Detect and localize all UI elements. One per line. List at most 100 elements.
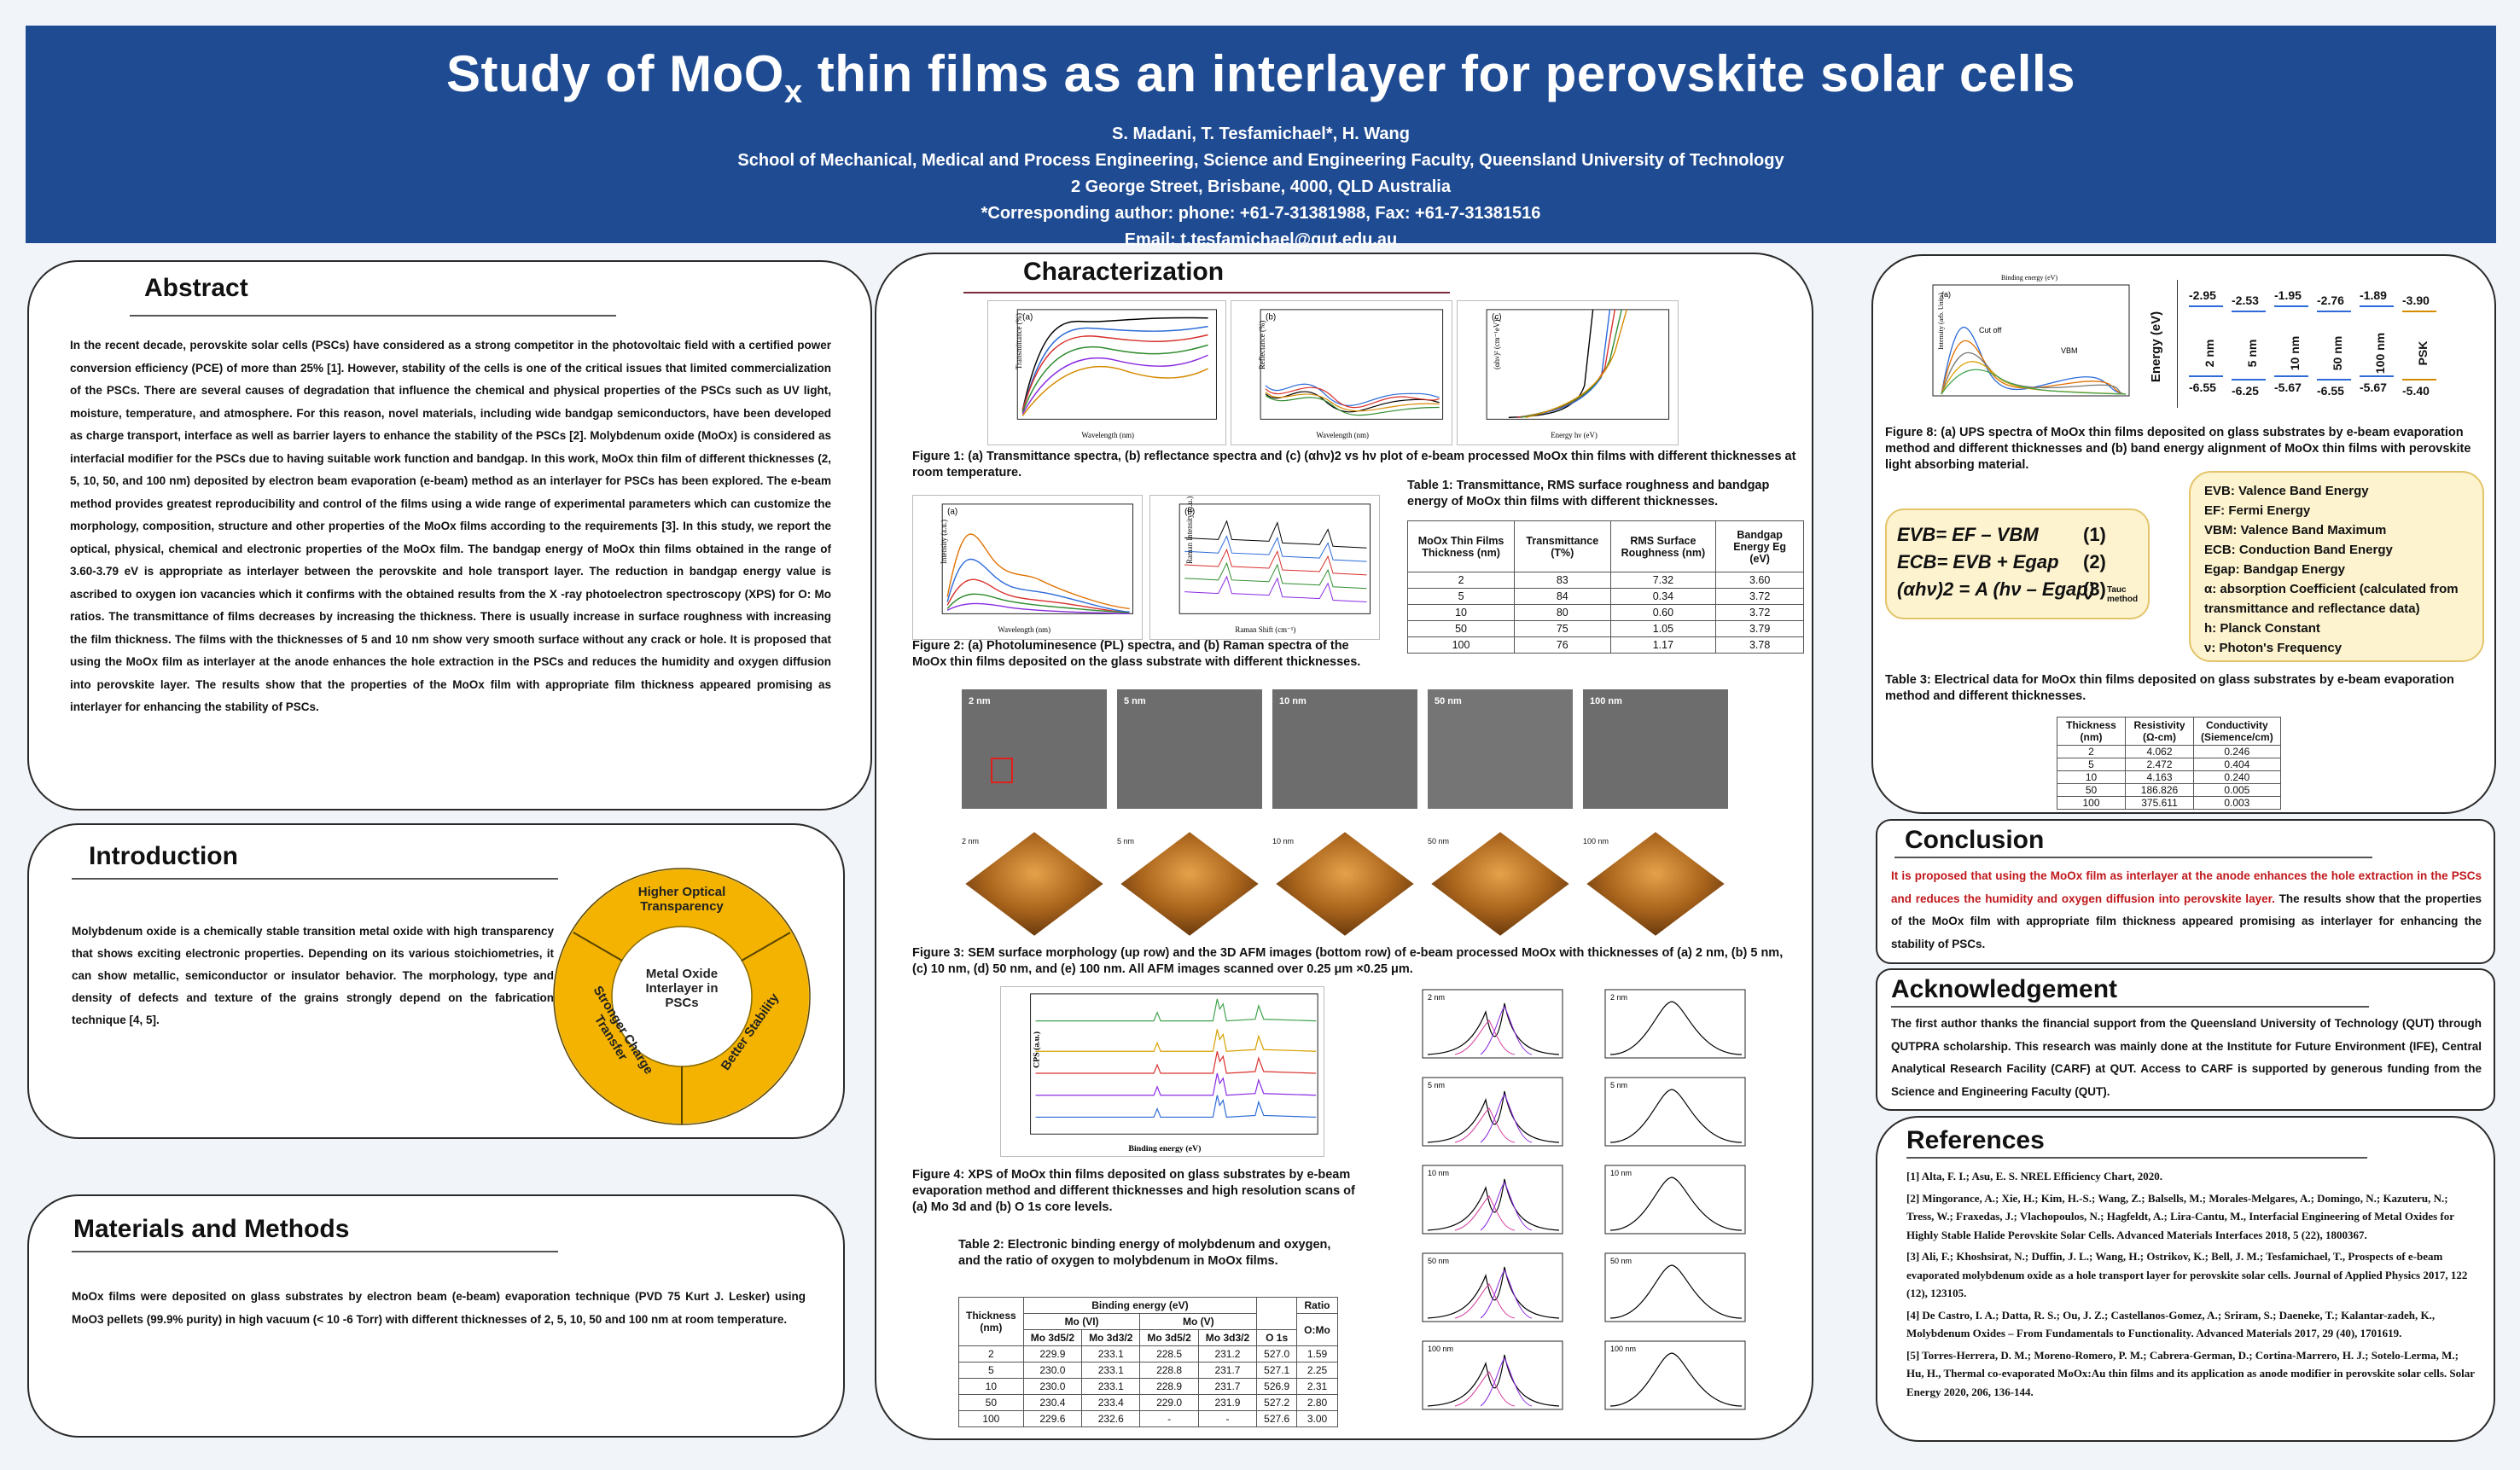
materials-panel: Materials and Methods MoOx films were de… [27,1194,845,1438]
table3-cell: 50 [2057,783,2126,797]
table3-row: 10 4.163 0.240 [2057,770,2281,784]
equation-2-number: (2) [2083,551,2106,572]
fig2a-ylabel: Intensity (a.u.) [940,520,948,564]
band-bottom-line [2274,375,2308,377]
band-bottom-value: -6.55 [2189,381,2216,394]
xps-o1s-label: 2 nm [1610,993,1627,1002]
donut-top-label: Higher Optical Transparency [637,885,726,914]
authors: S. Madani, T. Tesfamichael*, H. Wang [1112,125,1410,143]
table1-caption: Table 1: Transmittance, RMS surface roug… [1407,479,1770,508]
donut-center-label: Metal Oxide Interlayer in PSCs [645,967,719,1010]
xps-mo3d-chart: 10 nm [1404,1162,1566,1246]
contact: *Corresponding author: phone: +61-7-3138… [981,204,1541,223]
table3-cell: 5 [2057,758,2126,771]
xps-o1s-chart: 50 nm [1586,1250,1749,1333]
table2-row: 2 229.9 233.1 228.5 231.2 527.0 1.59 [958,1345,1338,1363]
table2-cell: 50 [958,1394,1024,1411]
svg-text:(a): (a) [1941,290,1951,299]
fig8-caption: Figure 8: (a) UPS spectra of MoOx thin f… [1885,426,2471,472]
sem-image: 100 nm [1583,689,1728,809]
sem-label: 5 nm [1124,696,1146,706]
band-bottom-line [2360,375,2394,377]
definition-item: VBM: Valence Band Maximum [2204,523,2387,537]
afm-label: 5 nm [1117,837,1135,845]
table2-cell: 233.1 [1081,1378,1141,1395]
table1-body: 2 83 7.32 3.60 5 84 0.34 3.72 10 80 0.60 3.72 50 75 1.… [1406,572,1804,654]
table1-cell: 3.60 [1715,572,1804,589]
xps-mo3d-chart: 5 nm [1404,1074,1566,1158]
svg-text:(b): (b) [1184,508,1195,517]
fig1b-ylabel: Reflectance (%) [1258,321,1266,369]
band-bottom-value: -5.67 [2274,381,2302,394]
reference-item: [4] De Castro, I. A.; Datta, R. S.; Ou, … [1906,1308,2436,1340]
xps-mo3d-chart: 2 nm [1404,986,1566,1070]
band-column: -2.95 2 nm -6.55 [2189,271,2228,425]
table2-cell: 230.4 [1022,1394,1083,1411]
table2-body: 2 229.9 233.1 228.5 231.2 527.0 1.59 5 230.0 233.… [958,1345,1338,1427]
fig1b-xlabel: Wavelength (nm) [1316,431,1369,439]
fig2b-chart: Raman Intensity (a.u.) Raman Shift (cm⁻¹… [1149,495,1380,640]
fig1c-ylabel: (αhν)² (cm⁻¹eV)² [1493,317,1501,369]
definition-item: EF: Fermi Energy [2204,503,2311,518]
fig1c-chart: (αhν)² (cm⁻¹eV)² Energy hν (eV) (c) [1457,300,1679,445]
band-top-value: -1.95 [2274,288,2302,302]
xps-mo3d-chart: 100 nm [1404,1338,1566,1421]
conclusion-underline [1894,857,2372,858]
table1-row: 5 84 0.34 3.72 [1406,588,1804,605]
acknowledgement-underline [1891,1006,2369,1008]
svg-text:(b): (b) [1266,313,1276,322]
table1-cell: 3.72 [1715,604,1804,621]
table1-header: RMS Surface Roughness (nm) [1609,520,1717,572]
table1-cell: 2 [1406,572,1516,589]
introduction-panel: Introduction Molybdenum oxide is a chemi… [27,823,845,1139]
definition-item: ECB: Conduction Band Energy [2204,543,2393,557]
table2-cell: 231.7 [1197,1362,1258,1379]
definition-item: ν: Photon's Frequency [2204,641,2342,655]
donut-svg [553,868,811,1125]
table2-cell: 527.6 [1256,1410,1298,1427]
cutoff-label: Cut off [1979,326,2002,334]
band-bottom-line [2317,379,2351,381]
table2-cell: 231.9 [1197,1394,1258,1411]
table2-header-o1s [1256,1297,1298,1330]
svg-text:(c): (c) [1492,313,1502,322]
reference-item: [3] Ali, F.; Khoshsirat, N.; Duffin, J. … [1906,1250,2468,1299]
table3-header: Resistivity (Ω-cm) [2125,717,2194,746]
table1-cell: 7.32 [1609,572,1717,589]
table1-cell: 1.17 [1609,636,1717,654]
sem-label: 2 nm [969,696,991,706]
table2-cell: 229.6 [1022,1410,1083,1427]
xps-mo3d-label: 100 nm [1428,1345,1453,1353]
references-underline [1906,1157,2367,1159]
table1-header: MoOx Thin Films Thickness (nm) [1406,520,1516,572]
fig1b-chart: Reflectance (%) Wavelength (nm) (b) [1231,300,1452,445]
band-diagram: Energy (eV) -2.95 2 nm -6.55 -2.53 5 nm -6.25… [2149,271,2479,425]
band-top-value: -2.95 [2189,288,2216,302]
poster-title: Study of MoOx thin films as an interlaye… [446,45,2075,110]
band-label: 5 nm [2245,339,2259,368]
table1-cell: 84 [1514,588,1611,605]
definition-item: α: absorption Coefficient (calculated fr… [2204,582,2459,616]
table2-cell: 228.5 [1139,1345,1199,1363]
afm-image [965,832,1103,936]
table1-row: 10 80 0.60 3.72 [1406,604,1804,621]
table3-header: Conductivity (Siemence/cm) [2193,717,2281,746]
table3-cell: 0.246 [2193,745,2281,758]
table2-cell: 230.0 [1022,1362,1083,1379]
table1-cell: 75 [1514,620,1611,637]
fig1c-xlabel: Energy hν (eV) [1551,431,1598,439]
table1-cell: 0.60 [1609,604,1717,621]
sem-image: 2 nm [962,689,1107,809]
donut-divider [573,932,623,962]
fig8a-ups-chart: Cut off VBM Intensity (arb. Units) Bindi… [1907,268,2138,421]
band-label: 10 nm [2288,335,2302,371]
band-column: -2.76 50 nm -6.55 [2317,271,2356,425]
afm-image [1586,832,1725,936]
table2-cell: 232.6 [1081,1410,1141,1427]
band-top-value: -3.90 [2402,293,2430,307]
vbm-label: VBM [2061,346,2078,355]
table2-cell: 100 [958,1410,1024,1427]
table3-cell: 0.005 [2193,783,2281,797]
fig1-caption: Figure 1: (a) Transmittance spectra, (b)… [912,450,1796,479]
band-bottom-line [2402,379,2436,381]
